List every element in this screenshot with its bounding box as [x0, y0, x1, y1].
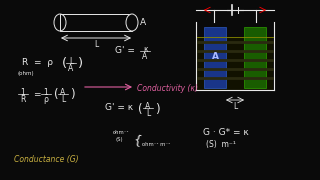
- Text: A: A: [212, 51, 219, 60]
- Text: R  =  ρ: R = ρ: [22, 58, 53, 67]
- Text: L: L: [69, 57, 73, 66]
- Text: Conductance (G): Conductance (G): [14, 155, 79, 164]
- Text: ρ: ρ: [44, 94, 48, 103]
- Text: =: =: [33, 90, 41, 99]
- Text: L: L: [61, 94, 65, 103]
- Text: (S): (S): [116, 137, 124, 142]
- Text: ): ): [155, 103, 160, 116]
- Polygon shape: [244, 27, 266, 88]
- Text: L: L: [233, 102, 237, 111]
- Text: G · G* = κ: G · G* = κ: [203, 128, 249, 137]
- Text: κ: κ: [143, 45, 147, 54]
- Text: L: L: [146, 109, 150, 118]
- Text: A: A: [68, 64, 74, 73]
- Text: (: (: [62, 57, 67, 70]
- Text: ohm⁻¹ m⁻¹: ohm⁻¹ m⁻¹: [142, 142, 170, 147]
- Text: (: (: [138, 103, 143, 116]
- Text: 1: 1: [20, 88, 25, 97]
- Polygon shape: [204, 27, 226, 88]
- Text: ): ): [78, 57, 83, 70]
- Text: {: {: [132, 133, 142, 147]
- Text: A: A: [60, 88, 66, 97]
- Text: A: A: [145, 102, 151, 111]
- Ellipse shape: [126, 14, 138, 31]
- Text: ohm⁻¹: ohm⁻¹: [113, 130, 130, 135]
- Text: (S)  m⁻¹: (S) m⁻¹: [206, 140, 236, 149]
- Text: A: A: [142, 52, 148, 61]
- Text: G' =: G' =: [115, 46, 135, 55]
- Text: ): ): [70, 88, 75, 101]
- Text: A: A: [140, 18, 146, 27]
- Text: G' = κ: G' = κ: [105, 103, 133, 112]
- Text: L: L: [94, 40, 98, 49]
- Bar: [197, 37, 273, 90]
- Text: R: R: [20, 94, 26, 103]
- Text: Conductivity (κ): Conductivity (κ): [137, 84, 198, 93]
- Text: 1: 1: [44, 88, 48, 97]
- Text: (: (: [54, 88, 59, 101]
- Text: (ohm): (ohm): [18, 71, 35, 76]
